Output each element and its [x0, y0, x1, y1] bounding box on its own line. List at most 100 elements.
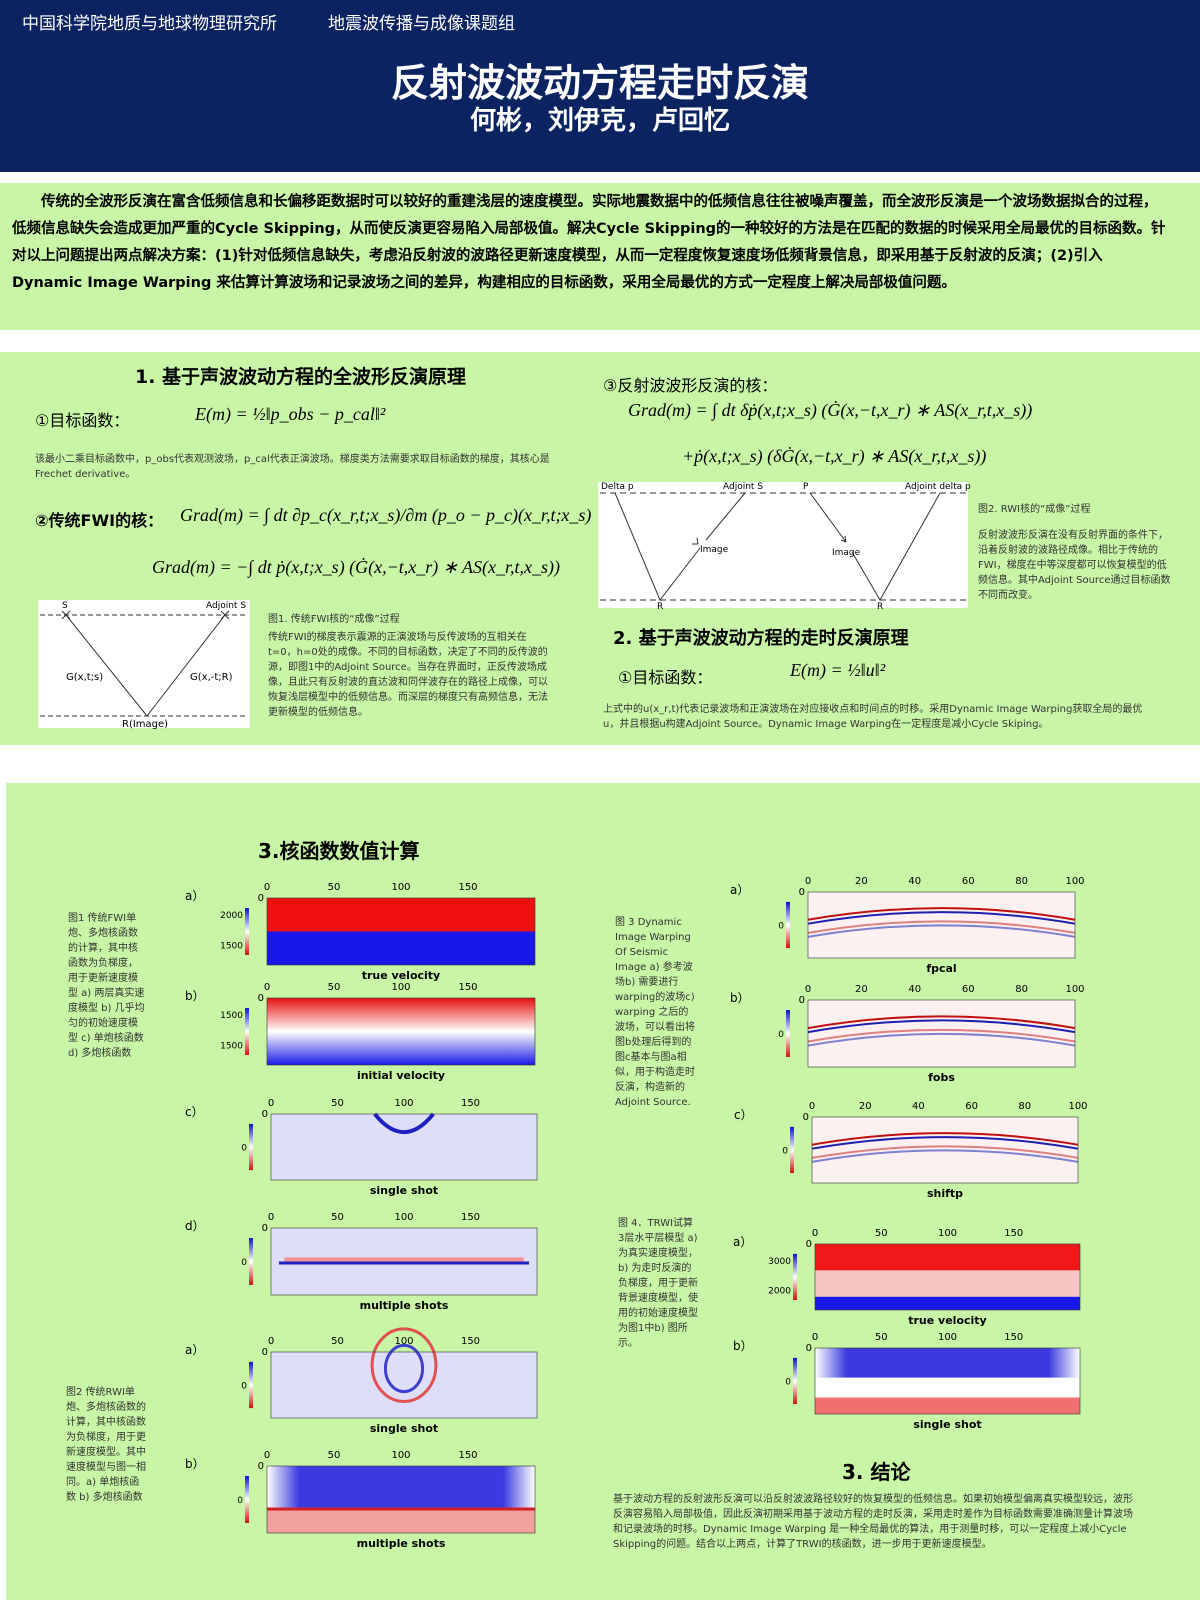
x-tick-label: 100: [938, 1228, 957, 1239]
panel-caption: single shot: [370, 1422, 438, 1435]
x-tick-label: 100: [394, 1098, 413, 1109]
x-tick-label: 150: [461, 1212, 480, 1223]
frame: [807, 891, 1076, 959]
ray: [614, 492, 746, 601]
frame: [814, 1243, 1081, 1311]
frame: [811, 1116, 1079, 1184]
y-tick-label: 0: [262, 1347, 268, 1358]
note: 上式中的u(x_r,t)代表记录波场和正演波场在对应接收点和时间点的时移。采用D…: [603, 704, 1143, 730]
formula: Grad(m) = −∫ dt ṗ(x,t;x_s) (Ġ(x,−t,x_r) …: [152, 557, 561, 577]
image: [267, 1507, 535, 1511]
x-tick-label: 20: [855, 876, 868, 887]
panel-letter: a）: [185, 889, 204, 903]
note: 该最小二乘目标函数中，p_obs代表观测波场，p_cal代表正演波场。梯度类方法…: [35, 454, 550, 480]
frame: [266, 1465, 536, 1534]
heading: 2. 基于声波波动方程的走时反演原理: [613, 628, 909, 649]
y-tick-label: 0: [258, 893, 264, 904]
colorbar-label: 2000: [768, 1287, 791, 1297]
heading: 1. 基于声波波动方程的全波形反演原理: [135, 366, 467, 388]
image: [271, 1352, 537, 1418]
x-tick-label: 150: [458, 982, 477, 993]
heading: 3. 结论: [842, 1460, 911, 1484]
y-tick-label: 0: [806, 1343, 812, 1354]
group: 地震波传播与成像课题组: [328, 14, 515, 34]
rwi-diagram: Delta p Adjoint S Image R P Adjoint delt…: [598, 482, 971, 612]
panel-caption: single shot: [913, 1418, 981, 1431]
wave: [807, 1015, 1076, 1030]
x-tick-label: 20: [859, 1101, 872, 1112]
label: Image: [832, 548, 861, 558]
label: S: [62, 601, 68, 611]
x-tick-label: 50: [875, 1228, 888, 1239]
wave: [811, 1149, 1079, 1163]
x-tick-label: 40: [908, 876, 921, 887]
frame: [266, 897, 536, 966]
y-tick-label: 0: [262, 1223, 268, 1234]
colorbar-label: 0: [241, 1258, 247, 1268]
diagram-bg: [598, 482, 968, 608]
label: Delta p: [601, 482, 634, 492]
formula: E(m) = ½‖u‖²: [790, 660, 886, 680]
x-tick-label: 100: [394, 1212, 413, 1223]
image: [815, 1296, 1080, 1310]
panel-caption: multiple shots: [360, 1299, 449, 1312]
caption: 图 3 Dynamic Image Warping Of Seismic Ima…: [615, 917, 695, 1108]
x-tick-label: 150: [461, 1336, 480, 1347]
y-tick-label: 0: [806, 1239, 812, 1250]
colorbar-label: 0: [782, 1146, 788, 1156]
formula: +ṗ(x,t;x_s) (δĠ(x,−t,x_r) ∗ AS(x_r,t,x_s…: [682, 446, 987, 466]
panel-letter: b）: [185, 1457, 205, 1471]
panel-letter: a）: [185, 1343, 204, 1357]
panel-caption: fobs: [928, 1071, 955, 1084]
frame: [266, 997, 536, 1066]
colorbar-label: 0: [237, 1496, 243, 1506]
label: R: [657, 602, 663, 612]
ray: [146, 614, 226, 717]
caption-title: 图1. 传统FWI核的“成像”过程: [268, 614, 400, 625]
image: [267, 998, 535, 1065]
abstract: 传统的全波形反演在富含低频信息和长偏移距数据时可以较好的重建浅层的速度模型。实际…: [12, 194, 1166, 291]
label: ①目标函数：: [35, 411, 130, 430]
x-tick-label: 0: [812, 1228, 818, 1239]
x-tick-label: 100: [394, 1336, 413, 1347]
panel-letter: c）: [185, 1105, 204, 1119]
image: [267, 1507, 535, 1533]
wave: [811, 1145, 1079, 1159]
colorbar-label: 0: [778, 921, 784, 931]
panel-caption: fpcal: [926, 962, 956, 975]
panel-letter: a）: [730, 883, 749, 897]
x-tick-label: 40: [908, 984, 921, 995]
wave: [807, 1028, 1076, 1043]
x-tick-label: 50: [875, 1332, 888, 1343]
wave: [807, 907, 1076, 921]
frame: [814, 1347, 1081, 1415]
title: 反射波波动方程走时反演: [390, 61, 809, 105]
x-tick-label: 20: [855, 984, 868, 995]
colorbar: [793, 1357, 797, 1405]
wave: [807, 1019, 1076, 1034]
formula: E(m) = ½‖p_obs − p_cal‖²: [195, 404, 386, 424]
panel-letter: a）: [733, 1235, 752, 1249]
colorbar-label: 1500: [220, 1041, 243, 1051]
panel-letter: d）: [185, 1219, 205, 1233]
x-tick-label: 0: [268, 1098, 274, 1109]
ray: [809, 492, 941, 602]
x-tick-label: 50: [331, 1212, 344, 1223]
image: [815, 1377, 1080, 1398]
label: P: [803, 482, 809, 492]
panel-caption: single shot: [370, 1184, 438, 1197]
abstract-box: 传统的全波形反演在富含低频信息和长偏移距数据时可以较好的重建浅层的速度模型。实际…: [0, 183, 1200, 330]
image: [815, 1397, 1080, 1414]
panel-caption: true velocity: [362, 969, 440, 982]
label: R(Image): [122, 719, 168, 730]
panel-caption: shiftp: [927, 1187, 963, 1200]
x-tick-label: 0: [809, 1101, 815, 1112]
heading: ③反射波波形反演的核：: [603, 376, 778, 395]
caption: 反射波波形反演在没有反射界面的条件下，沿着反射波的波路径成像。相比于传统的FWI…: [978, 530, 1171, 601]
x-tick-label: 0: [812, 1332, 818, 1343]
colorbar: [786, 901, 790, 949]
colorbar-label: 2000: [220, 911, 243, 921]
image: [271, 1114, 537, 1180]
